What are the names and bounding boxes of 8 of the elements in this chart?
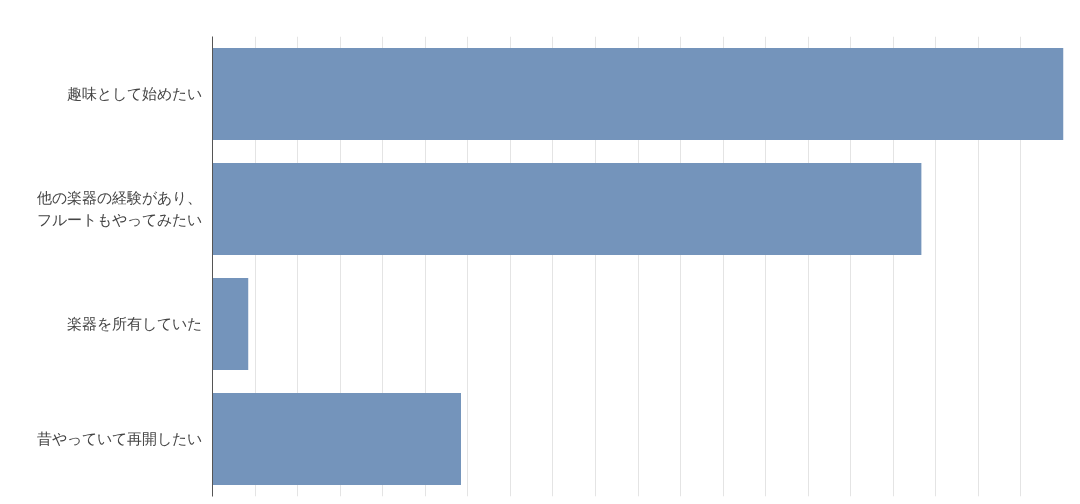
y-tick-label: 昔やっていて再開したい: [36, 430, 202, 448]
y-tick-label: 楽器を所有していた: [66, 315, 202, 333]
y-tick-label: 他の楽器の経験があり、フルートもやってみたい: [36, 189, 202, 229]
bar: [212, 393, 461, 485]
bar: [212, 48, 1064, 140]
bar: [212, 278, 249, 370]
bar: [212, 163, 922, 255]
y-tick-label: 趣味として始めたい: [66, 85, 202, 103]
